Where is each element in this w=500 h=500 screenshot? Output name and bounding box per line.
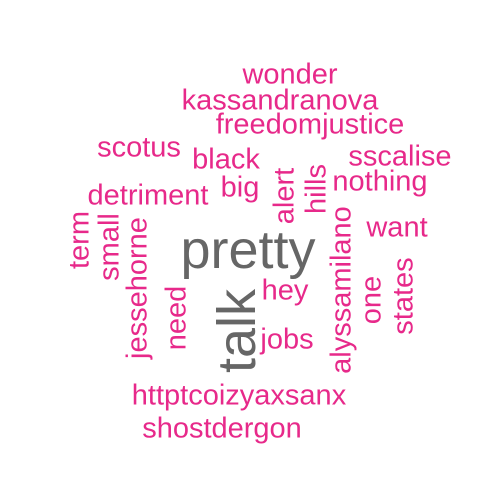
word-httptcoizyaxsanx: httptcoizyaxsanx: [131, 379, 347, 412]
word-big: big: [220, 171, 260, 204]
word-wonder: wonder: [242, 58, 338, 91]
word-want: want: [366, 211, 428, 244]
word-black: black: [192, 143, 260, 176]
word-need: need: [160, 285, 193, 351]
word-talk: talk: [207, 288, 267, 374]
word-small: small: [93, 213, 126, 281]
word-jobs: jobs: [260, 323, 314, 356]
word-freedomjustice: freedomjustice: [215, 108, 405, 141]
word-hey: hey: [261, 274, 309, 307]
word-alert: alert: [268, 167, 301, 225]
word-kassandranova: kassandranova: [181, 84, 379, 117]
word-states: states: [387, 257, 420, 335]
word-shostdergon: shostdergon: [142, 412, 302, 445]
word-sscalise: sscalise: [348, 140, 452, 173]
word-alyssamilano: alyssamilano: [325, 206, 358, 374]
word-one: one: [355, 275, 388, 325]
word-scotus: scotus: [97, 131, 181, 164]
word-nothing: nothing: [332, 165, 428, 198]
word-jessehorne: jessehorne: [121, 217, 154, 359]
word-term: term: [63, 211, 96, 269]
word-detriment: detriment: [87, 179, 209, 212]
word-pretty: pretty: [180, 220, 316, 280]
